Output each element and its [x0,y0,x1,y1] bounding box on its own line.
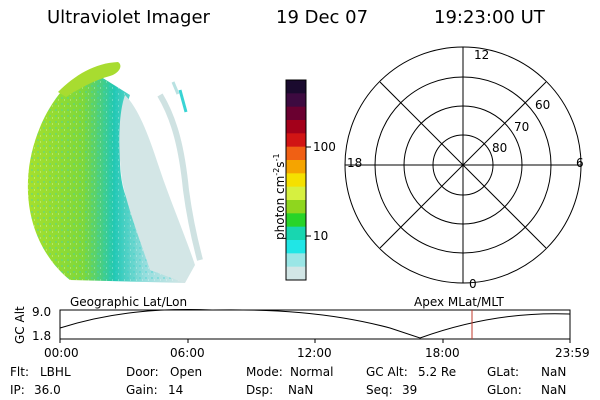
colorbar-band [286,80,306,94]
ip-label: IP: [10,383,25,397]
colorbar-band [286,120,306,134]
gcalt-label: GC Alt: [366,365,408,379]
orbit-xtick-1800: 18:00 [425,346,460,360]
orbit-right-title: Apex MLat/MLT [414,295,504,309]
colorbar-tick-10: 10 [313,229,329,243]
gcalt-value: 5.2 Re [418,365,457,379]
polar-label-70: 70 [514,120,530,134]
door-value: Open [170,365,203,379]
mode-label: Mode: [246,365,283,379]
colorbar-band [286,266,306,281]
gain-value: 14 [168,383,184,397]
colorbar-band [286,213,306,228]
dsp-value: NaN [288,383,314,397]
colorbar-band [286,240,306,254]
glon-value: NaN [541,383,567,397]
mode-value: Normal [290,365,334,379]
orbit-xtick-2359: 23:59 [555,346,590,360]
colorbar-band [286,133,306,148]
orbit-left-title: Geographic Lat/Lon [70,295,188,309]
colorbar-band [286,160,306,174]
filter-label: Flt: [10,365,29,379]
orbit-xtick-0600: 06:00 [170,346,205,360]
orbit-ytick-bottom: 1.8 [32,329,52,343]
glon-label: GLon: [487,383,522,397]
polar-label-12: 12 [474,48,490,62]
colorbar-tick-100: 100 [313,140,336,154]
time-label: 19:23:00 UT [434,7,545,28]
orbit-ytick-top: 9.0 [32,305,52,319]
orbit-xtick-1200: 12:00 [297,346,332,360]
polar-label-80: 80 [492,141,508,155]
dsp-label: Dsp: [246,383,274,397]
colorbar-band [286,186,306,201]
date-label: 19 Dec 07 [276,7,369,28]
instrument-title: Ultraviolet Imager [47,7,210,28]
polar-label-60: 60 [535,98,551,112]
glat-value: NaN [541,365,567,379]
colorbar-band [286,106,306,121]
orbit-xtick-0000: 00:00 [44,346,79,360]
colorbar-band [286,93,306,108]
seq-value: 39 [402,383,418,397]
glat-label: GLat: [487,365,520,379]
polar-label-6: 6 [576,156,584,170]
door-label: Door: [126,365,159,379]
colorbar-band [286,173,306,188]
colorbar-band [286,226,306,241]
polar-label-0: 0 [469,277,477,291]
gain-label: Gain: [126,383,158,397]
seq-label: Seq: [366,383,393,397]
colorbar-band [286,253,306,268]
colorbar-band [286,200,306,214]
ip-value: 36.0 [34,383,61,397]
filter-value: LBHL [40,365,71,379]
polar-label-18: 18 [347,156,363,170]
colorbar-band [286,146,306,161]
